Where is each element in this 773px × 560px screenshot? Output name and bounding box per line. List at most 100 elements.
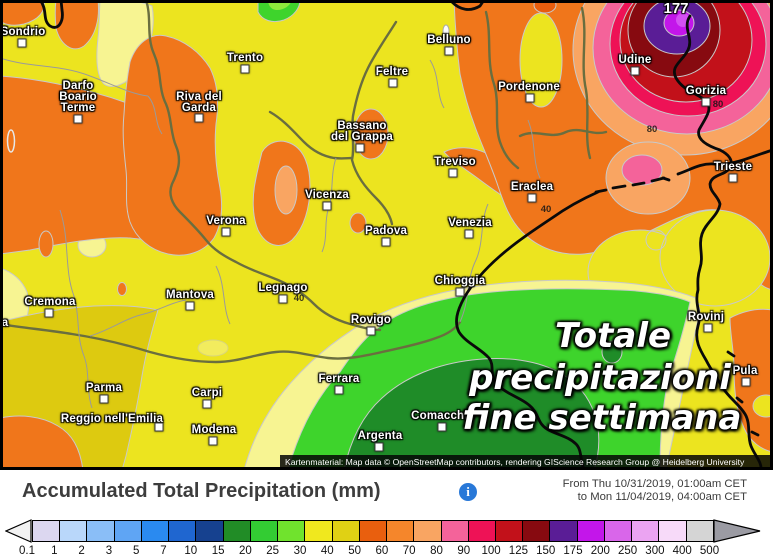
city-label: Modena <box>191 424 237 436</box>
scale-label: 30 <box>293 545 307 557</box>
city-label: Eraclea <box>510 181 554 193</box>
scale-label: 15 <box>211 545 225 557</box>
city-label: Parma <box>85 382 123 394</box>
contour-value-label: 80 <box>646 124 658 135</box>
scale-cell <box>114 521 142 541</box>
city-marker <box>334 385 344 395</box>
scale-cell <box>659 521 687 541</box>
scale-cell <box>141 521 170 541</box>
scale-label: 175 <box>563 545 583 557</box>
scale-label: 100 <box>481 545 501 557</box>
city-marker <box>194 113 204 123</box>
city-label: Trieste <box>713 161 753 173</box>
scale-cell <box>441 521 469 541</box>
city-marker <box>728 173 738 183</box>
scale-cell <box>686 521 713 541</box>
city-marker <box>366 326 376 336</box>
scale-cell <box>305 521 333 541</box>
scale-cell <box>169 521 197 541</box>
scale-cell <box>250 521 279 541</box>
scale-label: 0.1 <box>19 545 35 557</box>
scale-label: 50 <box>348 545 361 557</box>
scale-label: 5 <box>132 545 140 557</box>
scale-label: 60 <box>375 545 389 557</box>
date-to: to Mon 11/04/2019, 04:00am CET <box>577 491 747 503</box>
city-label: Belluno <box>427 34 471 46</box>
scale-left-arrow <box>5 519 32 543</box>
city-marker <box>527 193 537 203</box>
scale-label: 7 <box>160 545 167 557</box>
city-marker <box>741 377 751 387</box>
scale-cell <box>468 521 496 541</box>
overlay-title-line1: Totale <box>554 316 672 356</box>
city-label: Argenta <box>357 430 403 442</box>
scale-labels: 0.1 1 2 3 5 7 10 15 20 25 30 40 50 60 70 80 90 100 125 150 1… <box>0 545 773 559</box>
scale-cell <box>604 521 633 541</box>
city-label: Vicenza <box>304 189 350 201</box>
scale-cell <box>87 521 115 541</box>
scale-cell <box>523 521 551 541</box>
scale-label: 3 <box>105 545 113 557</box>
max-value-label: 177 <box>663 0 689 17</box>
city-marker <box>525 93 535 103</box>
city-marker <box>202 399 212 409</box>
city-label: Treviso <box>434 156 476 168</box>
scale-label: 10 <box>184 545 198 557</box>
city-marker <box>444 46 454 56</box>
precipitation-map: Sondrio Darfo Boario Terme Riva del Garda Tren… <box>0 0 773 470</box>
city-marker <box>374 442 384 452</box>
city-label: Rovinj <box>687 311 725 323</box>
city-label: Trento <box>226 52 264 64</box>
city-label: Mantova <box>165 289 215 301</box>
scale-label: 300 <box>645 545 665 557</box>
city-label: a <box>1 317 9 329</box>
scale-label: 90 <box>457 545 471 557</box>
scale-cell <box>60 521 88 541</box>
city-label: Carpi <box>191 387 223 399</box>
date-from: From Thu 10/31/2019, 01:00am CET <box>562 478 747 490</box>
date-range: From Thu 10/31/2019, 01:00am CET to Mon … <box>563 478 747 504</box>
contour-value-label: 80 <box>712 99 724 110</box>
city-label: Riva del Garda <box>176 91 222 114</box>
scale-right-arrow <box>713 519 761 543</box>
city-marker <box>17 38 27 48</box>
info-icon[interactable]: i <box>459 483 477 501</box>
city-label: Padova <box>364 225 408 237</box>
city-marker <box>630 66 640 76</box>
city-marker <box>381 237 391 247</box>
scale-label: 500 <box>699 545 720 557</box>
city-label: Gorizia <box>685 85 727 97</box>
city-label: Rovigo <box>350 314 392 326</box>
city-marker <box>448 168 458 178</box>
city-label: Darfo Boario Terme <box>59 80 97 114</box>
city-label: Verona <box>206 215 246 227</box>
map-attribution: Kartenmaterial: Map data © OpenStreetMap… <box>280 455 773 469</box>
map-layers-svg <box>0 0 773 470</box>
scale-label: 200 <box>590 545 610 557</box>
scale-cell <box>332 521 360 541</box>
scale-cell <box>33 521 61 541</box>
scale-cell <box>387 521 415 541</box>
city-marker <box>278 294 288 304</box>
scale-cell <box>577 521 605 541</box>
scale-label: 20 <box>238 545 252 557</box>
scale-label: 40 <box>320 545 334 557</box>
city-marker <box>73 114 83 124</box>
scale-label: 25 <box>266 545 280 557</box>
city-marker <box>185 301 195 311</box>
city-label: Ferrara <box>318 373 360 385</box>
scale-cell <box>359 521 388 541</box>
city-marker <box>154 422 164 432</box>
overlay-title-line3: fine settimana <box>462 398 742 438</box>
city-marker <box>99 394 109 404</box>
contour-value-label: 40 <box>293 293 305 304</box>
scale-cell <box>196 521 224 541</box>
scale-cell <box>550 521 578 541</box>
city-label: Udine <box>618 54 652 66</box>
scale-cell <box>495 521 524 541</box>
city-label: Cremona <box>24 296 76 308</box>
scale-cell <box>223 521 251 541</box>
city-label: Feltre <box>375 66 409 78</box>
contour-value-label: 40 <box>540 204 552 215</box>
